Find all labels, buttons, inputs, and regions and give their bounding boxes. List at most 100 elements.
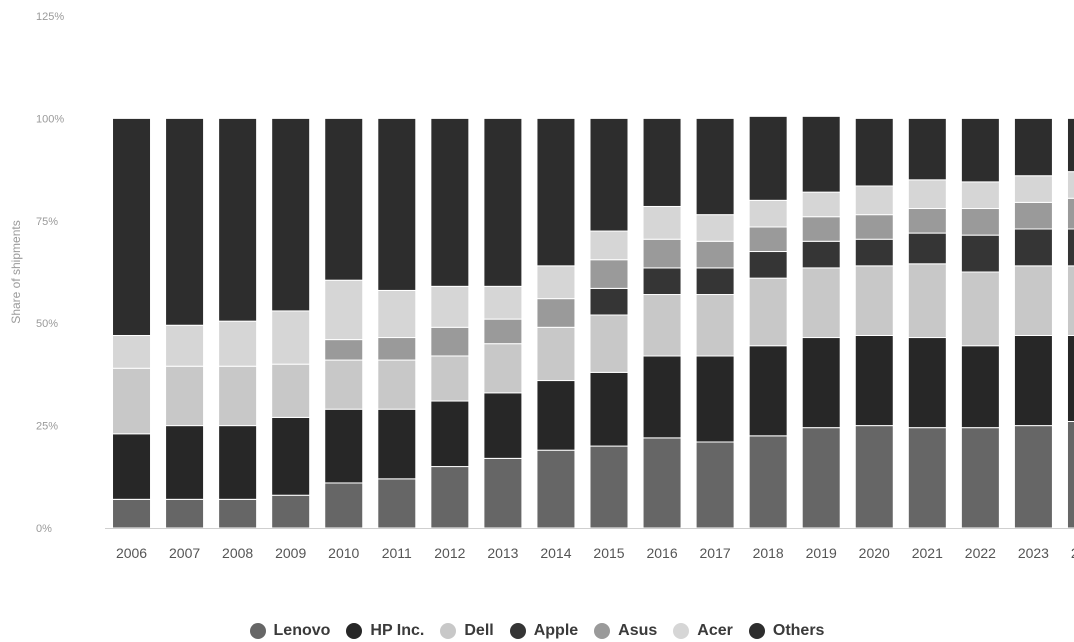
bar-segment-acer-2018	[748, 199, 788, 228]
bar-segment-lenovo-2024	[1066, 421, 1074, 529]
x-tick-label: 2023	[1018, 545, 1049, 561]
bar-segment-lenovo-2011	[377, 478, 417, 529]
x-tick-label: 2019	[806, 545, 837, 561]
legend-item[interactable]: Acer	[673, 622, 733, 640]
bar-segment-lenovo-2021	[907, 427, 947, 529]
bar-segment-lenovo-2014	[536, 449, 576, 529]
legend-item[interactable]: HP Inc.	[346, 622, 424, 640]
x-tick-label: 2017	[700, 545, 731, 561]
legend-item[interactable]: Apple	[509, 622, 578, 640]
chart-plot: 0% 25% 50% 75% 100% 125% 2006 2007 2008 2009 2010…	[9, 11, 1074, 561]
bar-segment-dell-2020	[854, 265, 894, 336]
bar-segment-lenovo-2017	[695, 441, 735, 529]
bar-segment-acer-2008	[218, 320, 258, 367]
bar-segment-dell-2019	[801, 267, 841, 339]
y-tick-label: 125%	[36, 11, 64, 23]
legend-label: Asus	[618, 622, 658, 639]
bar-segment-others-2010	[324, 117, 364, 281]
bar-segment-apple-2018	[748, 251, 788, 279]
bar-segment-asus-2010	[324, 339, 364, 361]
bar-segment-asus-2012	[430, 326, 470, 357]
bar-segment-acer-2013	[483, 285, 523, 320]
bar-segment-lenovo-2016	[642, 437, 682, 529]
bar-segment-others-2021	[907, 117, 947, 181]
bar-segment-dell-2009	[271, 363, 311, 418]
bar-segment-lenovo-2008	[218, 498, 258, 529]
bar-segment-dell-2023	[1013, 265, 1053, 336]
bar-segment-lenovo-2023	[1013, 425, 1053, 529]
x-tick-label: 2021	[912, 545, 943, 561]
bar-segment-lenovo-2018	[748, 435, 788, 529]
bar-segment-others-2014	[536, 117, 576, 267]
bar-segment-acer-2006	[112, 334, 152, 369]
legend-label: HP Inc.	[370, 622, 425, 639]
legend-label: Lenovo	[273, 622, 331, 639]
x-tick-label: 2011	[382, 545, 412, 561]
bar-segment-asus-2018	[748, 226, 788, 253]
bar-segment-acer-2019	[801, 191, 841, 218]
bar-segment-others-2016	[642, 117, 682, 207]
x-tick-label: 2014	[540, 545, 571, 561]
bar-segment-hp-inc-2024	[1066, 334, 1074, 423]
bar-segment-asus-2014	[536, 298, 576, 328]
legend-swatch	[673, 623, 690, 639]
bar-segment-hp-inc-2022	[960, 345, 1000, 429]
bar-segment-others-2020	[854, 117, 894, 187]
bar-segment-hp-inc-2008	[218, 425, 258, 500]
bar-segment-dell-2007	[165, 365, 205, 427]
bar-segment-acer-2007	[165, 324, 205, 367]
bar-segment-asus-2019	[801, 216, 841, 242]
bar-segment-asus-2020	[854, 214, 894, 240]
bar-segment-apple-2017	[695, 267, 735, 296]
bar-segment-acer-2012	[430, 285, 470, 328]
y-tick-label: 50%	[36, 318, 58, 330]
bar-segment-asus-2011	[377, 337, 417, 361]
bar-segment-lenovo-2020	[854, 425, 894, 529]
bar-segment-lenovo-2010	[324, 482, 364, 529]
legend-label: Others	[772, 622, 825, 639]
x-axis: 2006 2007 2008 2009 2010 2011 2012 2013 2014 2015…	[116, 545, 1074, 561]
bar-segment-dell-2013	[483, 343, 523, 394]
bar-segment-hp-inc-2017	[695, 355, 735, 443]
y-axis: 0% 25% 50% 75% 100% 125%	[36, 11, 64, 535]
x-tick-label: 2006	[116, 545, 147, 561]
bar-segment-acer-2010	[324, 279, 364, 341]
bar-segment-acer-2011	[377, 289, 417, 339]
bar-segment-hp-inc-2018	[748, 345, 788, 437]
bar-segment-dell-2012	[430, 355, 470, 402]
bar-segment-hp-inc-2014	[536, 380, 576, 451]
legend-swatch	[440, 623, 457, 639]
y-tick-label: 0%	[36, 523, 52, 535]
bar-segment-apple-2021	[907, 232, 947, 265]
x-tick-label: 2016	[646, 545, 677, 561]
bar-segment-others-2018	[748, 115, 788, 201]
x-tick-label: 2009	[275, 545, 306, 561]
y-tick-label: 75%	[36, 216, 58, 228]
x-tick-label: 2024	[1071, 545, 1074, 561]
x-tick-label: 2013	[487, 545, 518, 561]
bar-segment-others-2011	[377, 117, 417, 291]
x-tick-label: 2007	[169, 545, 200, 561]
bar-segment-apple-2020	[854, 238, 894, 267]
bar-segment-dell-2024	[1066, 265, 1074, 336]
bar-segment-asus-2016	[642, 238, 682, 269]
legend-label: Acer	[697, 622, 733, 639]
bar-segment-asus-2015	[589, 259, 629, 289]
legend: Lenovo HP Inc. Dell Apple Asus Acer Others	[0, 620, 1074, 642]
bar-segment-others-2013	[483, 117, 523, 287]
legend-swatch	[346, 623, 363, 639]
bar-segment-lenovo-2007	[165, 498, 205, 529]
bar-segment-hp-inc-2006	[112, 433, 152, 500]
legend-item[interactable]: Lenovo	[249, 622, 331, 640]
bar-segment-lenovo-2013	[483, 457, 523, 529]
bar-segment-others-2007	[165, 117, 205, 326]
legend-item[interactable]: Others	[748, 622, 825, 640]
x-tick-label: 2018	[753, 545, 784, 561]
bar-segment-hp-inc-2015	[589, 371, 629, 447]
legend-item[interactable]: Dell	[440, 622, 494, 640]
legend-item[interactable]: Asus	[594, 622, 657, 640]
bar-segment-asus-2013	[483, 318, 523, 345]
x-tick-label: 2010	[328, 545, 359, 561]
bar-segment-acer-2014	[536, 265, 576, 300]
